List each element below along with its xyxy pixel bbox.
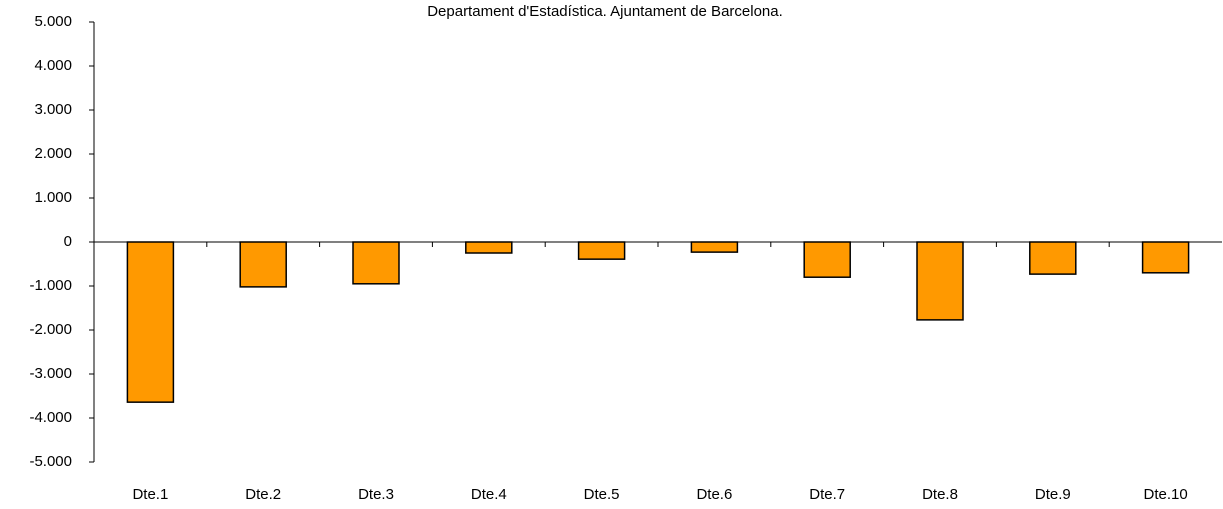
bar [916, 241, 964, 321]
x-tick-label: Dte.9 [1035, 486, 1071, 503]
bar [803, 241, 851, 278]
y-tick-label: 5.000 [34, 13, 72, 30]
bar [126, 241, 175, 403]
y-tick-label: -2.000 [29, 321, 72, 338]
bar [577, 241, 626, 260]
x-tick-label: Dte.8 [922, 486, 958, 503]
y-tick-label: 0 [64, 233, 72, 250]
bar [1029, 241, 1077, 275]
x-tick-label: Dte.4 [471, 486, 507, 503]
x-tick-label: Dte.1 [132, 486, 168, 503]
bar [465, 241, 513, 254]
bar [239, 241, 287, 288]
chart-subtitle: Departament d'Estadística. Ajuntament de… [427, 3, 783, 20]
x-tick-label: Dte.6 [696, 486, 732, 503]
y-tick-label: -3.000 [29, 365, 72, 382]
y-tick-label: -1.000 [29, 277, 72, 294]
x-tick-label: Dte.10 [1143, 486, 1187, 503]
x-tick-label: Dte.5 [584, 486, 620, 503]
y-tick-label: 3.000 [34, 101, 72, 118]
x-tick-label: Dte.7 [809, 486, 845, 503]
y-tick-label: -4.000 [29, 409, 72, 426]
y-tick-label: 4.000 [34, 57, 72, 74]
y-tick-label: 1.000 [34, 189, 72, 206]
y-tick-label: -5.000 [29, 453, 72, 470]
x-tick-label: Dte.3 [358, 486, 394, 503]
y-tick-label: 2.000 [34, 145, 72, 162]
bar [690, 241, 739, 253]
x-tick-label: Dte.2 [245, 486, 281, 503]
bar [352, 241, 400, 285]
bar [1141, 241, 1190, 274]
